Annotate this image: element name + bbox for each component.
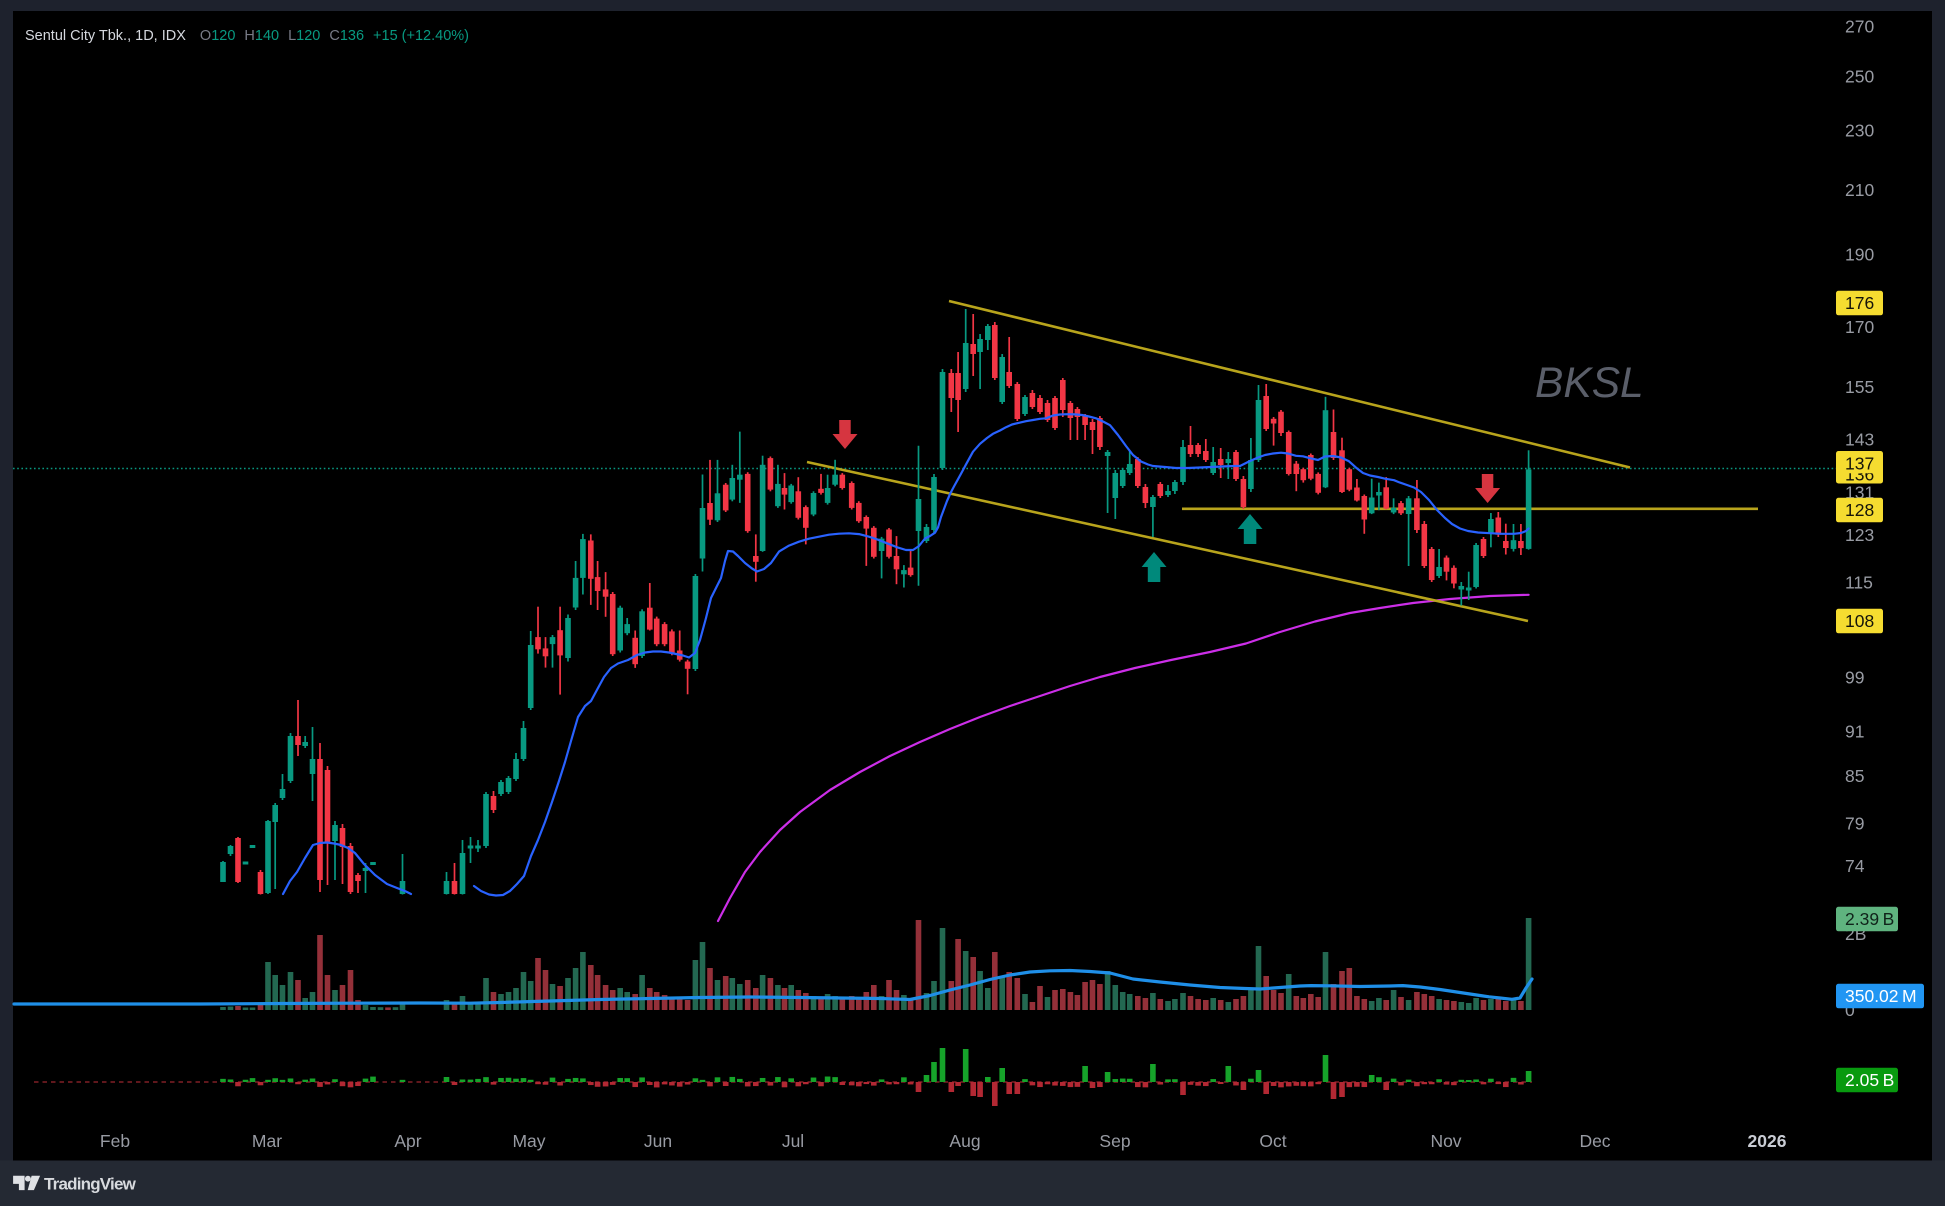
svg-text:79: 79 — [1845, 814, 1864, 834]
svg-text:Oct: Oct — [1259, 1131, 1286, 1151]
svg-text:May: May — [512, 1131, 545, 1151]
svg-text:176: 176 — [1845, 293, 1874, 313]
svg-text:108: 108 — [1845, 611, 1874, 631]
svg-text:Nov: Nov — [1430, 1131, 1461, 1151]
svg-text:128: 128 — [1845, 500, 1874, 520]
svg-text:Jul: Jul — [782, 1131, 804, 1151]
svg-text:131: 131 — [1845, 483, 1874, 503]
svg-text:210: 210 — [1845, 180, 1874, 200]
svg-text:Mar: Mar — [252, 1131, 282, 1151]
svg-text:136: 136 — [1845, 464, 1874, 484]
svg-text:2026: 2026 — [1748, 1131, 1787, 1151]
svg-text:99: 99 — [1845, 667, 1864, 687]
svg-text:91: 91 — [1845, 722, 1864, 742]
svg-text:Dec: Dec — [1579, 1131, 1610, 1151]
svg-text:2.39 B: 2.39 B — [1845, 909, 1894, 929]
svg-text:Feb: Feb — [100, 1131, 130, 1151]
svg-text:Aug: Aug — [949, 1131, 980, 1151]
svg-text:137: 137 — [1845, 453, 1874, 473]
svg-text:270: 270 — [1845, 16, 1874, 36]
svg-text:0: 0 — [1845, 1000, 1855, 1020]
svg-text:190: 190 — [1845, 245, 1874, 265]
svg-text:123: 123 — [1845, 525, 1874, 545]
svg-text:74: 74 — [1845, 856, 1865, 876]
svg-text:TradingView: TradingView — [44, 1175, 137, 1194]
svg-text:BKSL: BKSL — [1535, 360, 1644, 407]
svg-text:2.05 B: 2.05 B — [1845, 1070, 1894, 1090]
svg-text:143: 143 — [1845, 429, 1874, 449]
svg-text:Apr: Apr — [394, 1131, 421, 1151]
svg-text:85: 85 — [1845, 766, 1864, 786]
svg-text:Jun: Jun — [644, 1131, 672, 1151]
svg-text:170: 170 — [1845, 317, 1874, 337]
svg-text:230: 230 — [1845, 121, 1874, 141]
svg-text:350.02 M: 350.02 M — [1845, 986, 1917, 1006]
svg-text:115: 115 — [1845, 572, 1873, 592]
svg-text:Sep: Sep — [1099, 1131, 1130, 1151]
svg-text:155: 155 — [1845, 377, 1874, 397]
svg-text:250: 250 — [1845, 66, 1874, 86]
